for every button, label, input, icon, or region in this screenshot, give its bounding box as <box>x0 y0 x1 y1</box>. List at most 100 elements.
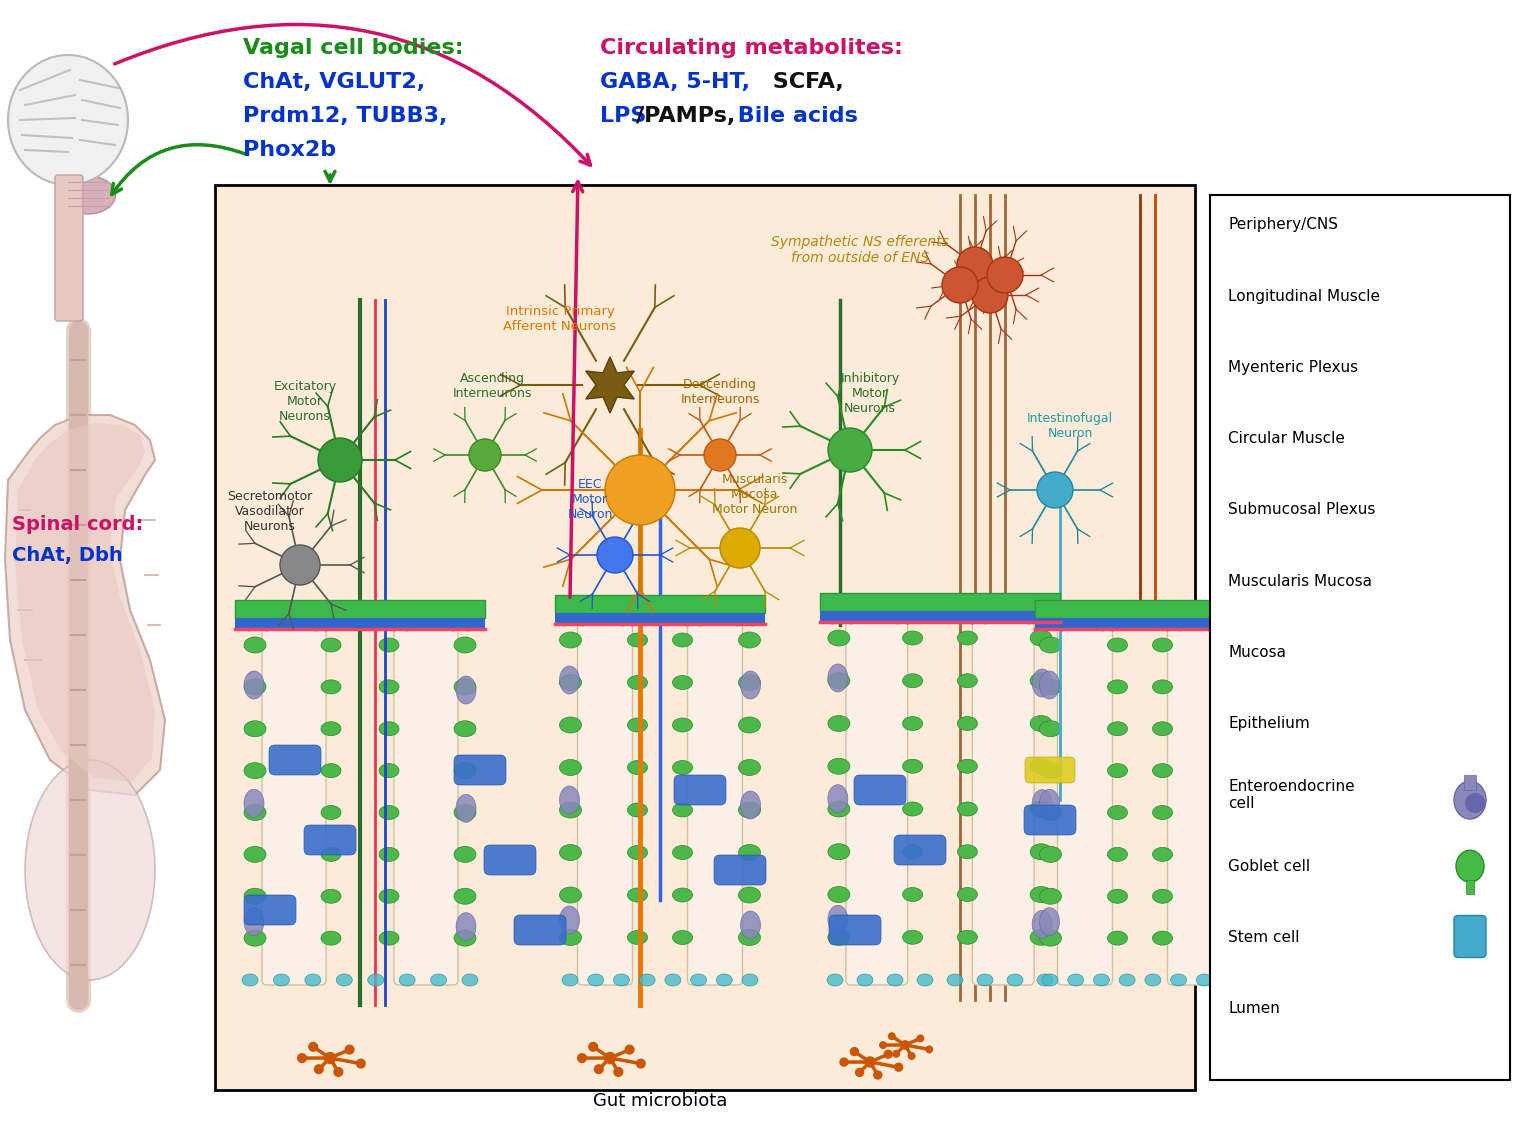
Ellipse shape <box>273 974 290 986</box>
Ellipse shape <box>368 974 384 986</box>
FancyBboxPatch shape <box>1023 805 1076 835</box>
Ellipse shape <box>740 671 761 698</box>
Ellipse shape <box>828 664 847 692</box>
Circle shape <box>635 1058 646 1069</box>
Ellipse shape <box>379 680 399 694</box>
Text: Submucosal Plexus: Submucosal Plexus <box>1228 503 1375 517</box>
Text: Prdm12, TUBB3,: Prdm12, TUBB3, <box>243 106 447 126</box>
Ellipse shape <box>462 974 478 986</box>
Text: Longitudinal Muscle: Longitudinal Muscle <box>1228 289 1380 303</box>
FancyBboxPatch shape <box>514 915 565 945</box>
Ellipse shape <box>588 974 603 986</box>
Circle shape <box>318 438 362 482</box>
Ellipse shape <box>1032 910 1052 938</box>
Ellipse shape <box>1222 974 1239 986</box>
Ellipse shape <box>1220 912 1240 941</box>
FancyBboxPatch shape <box>675 775 726 805</box>
Ellipse shape <box>1040 805 1061 821</box>
Ellipse shape <box>559 887 582 903</box>
Ellipse shape <box>963 602 981 624</box>
Bar <box>1466 881 1474 894</box>
Ellipse shape <box>828 843 850 859</box>
Ellipse shape <box>1219 847 1240 863</box>
Circle shape <box>864 1056 876 1067</box>
Ellipse shape <box>1040 847 1061 863</box>
Text: LPS: LPS <box>600 106 646 126</box>
Ellipse shape <box>321 722 341 736</box>
FancyBboxPatch shape <box>268 745 321 775</box>
Circle shape <box>588 1041 599 1052</box>
Ellipse shape <box>1219 637 1240 653</box>
Ellipse shape <box>902 760 923 773</box>
Ellipse shape <box>1040 721 1061 737</box>
Ellipse shape <box>1220 676 1240 704</box>
Circle shape <box>594 1064 603 1074</box>
Bar <box>555 614 766 623</box>
Ellipse shape <box>1219 931 1240 946</box>
Ellipse shape <box>240 609 258 631</box>
Ellipse shape <box>738 844 761 860</box>
Ellipse shape <box>679 604 696 626</box>
Ellipse shape <box>673 676 693 689</box>
Text: Circulating metabolites:: Circulating metabolites: <box>600 38 904 58</box>
Ellipse shape <box>828 929 850 945</box>
Circle shape <box>297 1053 308 1063</box>
Ellipse shape <box>887 974 904 986</box>
Circle shape <box>1037 472 1073 508</box>
Ellipse shape <box>559 666 579 694</box>
Ellipse shape <box>1152 722 1172 736</box>
Ellipse shape <box>828 801 850 817</box>
Ellipse shape <box>958 844 978 859</box>
Ellipse shape <box>559 786 579 814</box>
Text: Gut microbiota: Gut microbiota <box>593 1092 728 1110</box>
Text: SCFA,: SCFA, <box>766 72 844 92</box>
Ellipse shape <box>628 846 647 859</box>
Text: /PAMPs,: /PAMPs, <box>637 106 735 126</box>
Text: Ascending
Interneurons: Ascending Interneurons <box>452 372 532 400</box>
Ellipse shape <box>828 784 847 813</box>
Ellipse shape <box>902 717 923 730</box>
Text: Stem cell: Stem cell <box>1228 931 1299 945</box>
Ellipse shape <box>1040 763 1061 779</box>
Ellipse shape <box>1219 721 1240 737</box>
Ellipse shape <box>738 717 761 734</box>
Ellipse shape <box>1035 609 1054 631</box>
Ellipse shape <box>958 674 978 688</box>
Ellipse shape <box>1031 929 1052 945</box>
Ellipse shape <box>244 805 265 821</box>
Ellipse shape <box>24 760 155 980</box>
Ellipse shape <box>244 847 265 863</box>
Ellipse shape <box>1108 806 1128 820</box>
Ellipse shape <box>828 631 850 646</box>
Bar <box>1464 775 1477 790</box>
Ellipse shape <box>902 631 923 645</box>
Ellipse shape <box>828 758 850 774</box>
FancyBboxPatch shape <box>687 615 743 985</box>
Ellipse shape <box>823 602 841 624</box>
Ellipse shape <box>673 633 693 648</box>
Text: ChAt, Dbh: ChAt, Dbh <box>12 546 123 565</box>
Ellipse shape <box>453 679 476 695</box>
Ellipse shape <box>562 974 578 986</box>
Ellipse shape <box>623 604 641 626</box>
Circle shape <box>873 1071 882 1080</box>
Ellipse shape <box>559 717 582 734</box>
Ellipse shape <box>61 175 115 214</box>
Ellipse shape <box>1093 609 1111 631</box>
Circle shape <box>625 1045 635 1055</box>
Ellipse shape <box>1454 781 1486 818</box>
Ellipse shape <box>1219 679 1240 695</box>
Ellipse shape <box>258 609 276 631</box>
Ellipse shape <box>244 721 265 737</box>
Text: Periphery/CNS: Periphery/CNS <box>1228 217 1339 232</box>
Ellipse shape <box>628 931 647 944</box>
Ellipse shape <box>976 602 994 624</box>
Ellipse shape <box>1108 932 1128 945</box>
Ellipse shape <box>244 908 264 936</box>
Ellipse shape <box>459 609 478 631</box>
Ellipse shape <box>958 887 978 901</box>
Ellipse shape <box>743 604 761 626</box>
Ellipse shape <box>456 676 476 704</box>
Ellipse shape <box>828 715 850 731</box>
Ellipse shape <box>453 721 476 737</box>
